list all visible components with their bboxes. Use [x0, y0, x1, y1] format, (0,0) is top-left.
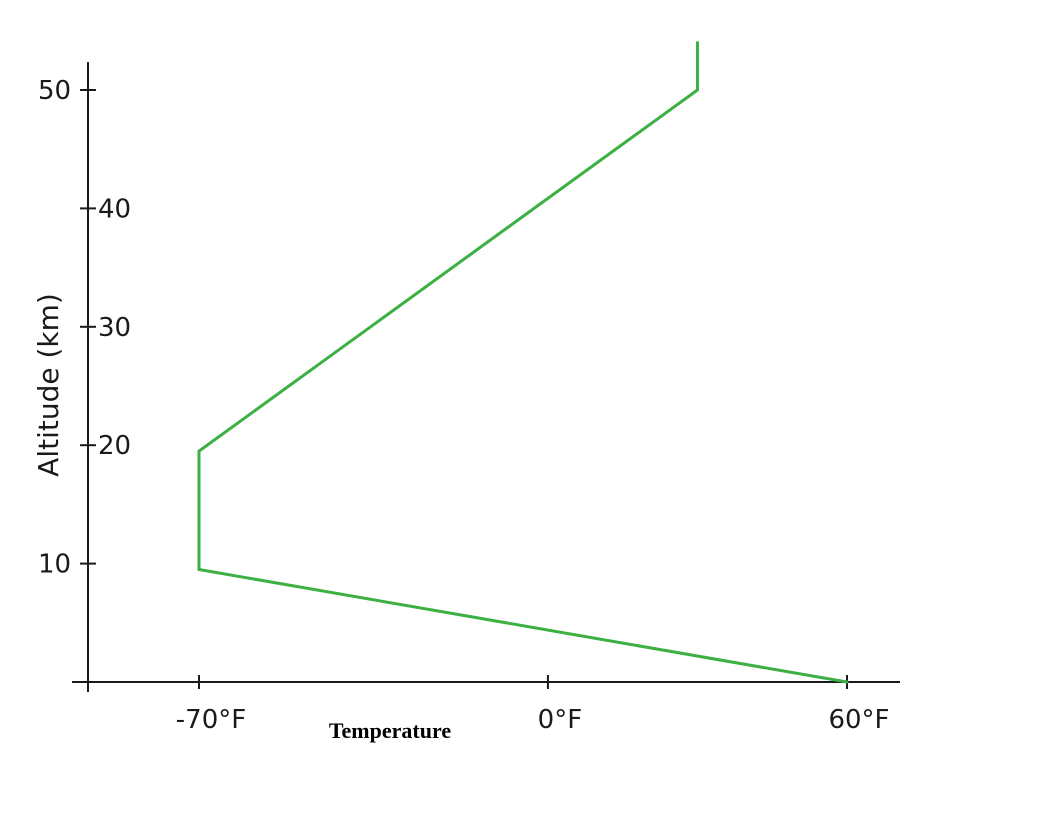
temperature-profile-line — [197, 42, 848, 684]
profile-vertex — [197, 449, 201, 453]
x-tick-label: 60°F — [828, 705, 889, 735]
y-tick-label: 20 — [98, 431, 131, 461]
y-axis-label: Altitude (km) — [32, 293, 65, 477]
y-ticks: 10 20 30 40 50 — [38, 76, 131, 580]
profile-vertex — [695, 88, 699, 92]
x-tick-label: 0°F — [538, 705, 583, 735]
profile-vertex — [197, 568, 201, 572]
x-ticks: -70°F 0°F 60°F — [176, 675, 890, 735]
profile-vertex — [845, 680, 849, 684]
y-tick-label: 50 — [38, 76, 71, 106]
y-tick-label: 40 — [98, 194, 131, 224]
y-tick-label: 30 — [98, 313, 131, 343]
x-tick-label: -70°F — [176, 705, 246, 735]
profile-vertex — [695, 41, 699, 45]
x-axis-label: Temperature — [329, 718, 451, 743]
y-tick-label: 10 — [38, 550, 71, 580]
series-layer — [197, 41, 849, 684]
